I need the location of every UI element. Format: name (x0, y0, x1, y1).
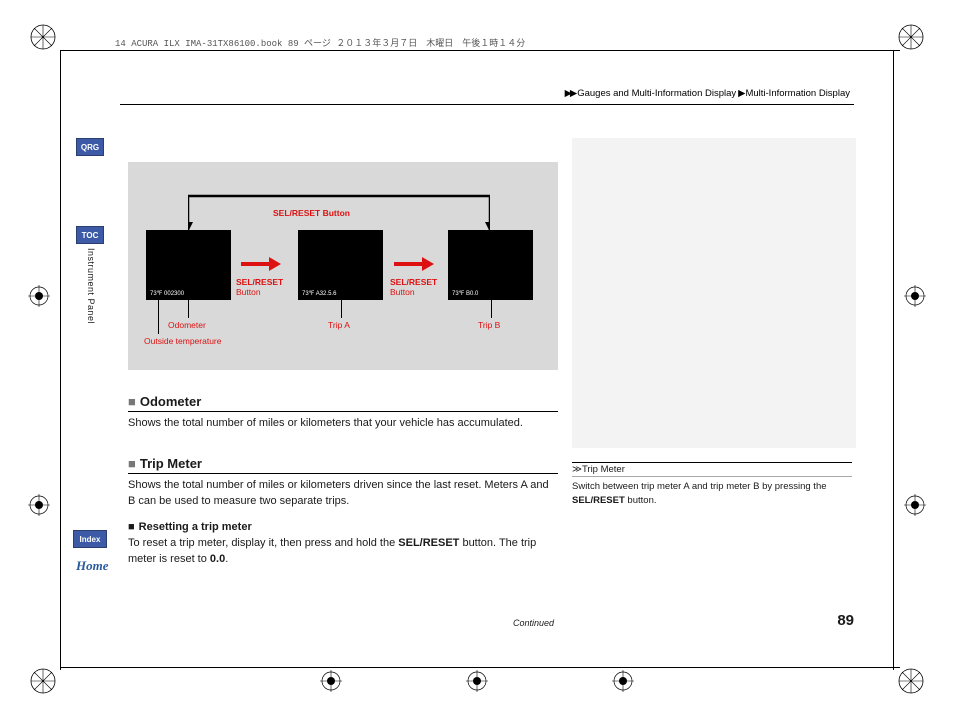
callout-line (188, 300, 189, 318)
section-label-vertical: Instrument Panel (86, 248, 96, 324)
registration-mark (904, 494, 926, 516)
side-column-bg (572, 138, 856, 448)
breadcrumb-arrow-icon: ▶▶ (565, 88, 576, 99)
trip-meter-diagram: SEL/RESET Button 73℉ 002300 73℉ A32.5.6 … (128, 162, 558, 370)
registration-mark (612, 670, 634, 692)
breadcrumb-arrow-icon: ▶ (738, 88, 743, 99)
sel-reset-text: SEL/RESET (236, 277, 283, 287)
sel-reset-bold: SEL/RESET (398, 537, 459, 549)
side-note-heading-text: Trip Meter (582, 464, 625, 475)
book-header: 14 ACURA ILX IMA-31TX86100.book 89 ページ ２… (115, 36, 525, 49)
crop-line (60, 667, 900, 668)
trip-a-label: Trip A (328, 320, 350, 330)
arrow-right-icon (394, 257, 434, 271)
sel-reset-text: SEL/RESET (390, 277, 437, 287)
arrow-right-icon (241, 257, 281, 271)
button-text: Button (390, 287, 415, 297)
home-link-label: Home (76, 558, 109, 573)
heading-text: Odometer (140, 394, 201, 409)
nav-tab-label: TOC (82, 231, 99, 240)
subheading-text: Resetting a trip meter (139, 521, 252, 533)
text-part: To reset a trip meter, display it, then … (128, 537, 398, 549)
crop-line (60, 50, 61, 670)
crop-line (60, 50, 900, 51)
page-number: 89 (837, 612, 854, 629)
continued-label: Continued (513, 618, 554, 628)
text-part: Switch between trip meter A and trip met… (572, 481, 827, 492)
odometer-heading: ■ Odometer (128, 394, 558, 412)
breadcrumb: ▶▶Gauges and Multi-Information Display▶M… (565, 88, 850, 99)
sel-reset-label-2: SEL/RESET Button (390, 277, 437, 297)
text-part: button. (625, 495, 657, 506)
display-trip-a: 73℉ A32.5.6 (298, 230, 383, 300)
nav-tab-toc[interactable]: TOC (76, 226, 104, 244)
registration-mark (466, 670, 488, 692)
nav-tab-label: QRG (81, 143, 99, 152)
side-note-heading: ≫Trip Meter (572, 462, 852, 477)
display-reading: 73℉ A32.5.6 (302, 290, 336, 297)
sel-reset-bold: SEL/RESET (572, 495, 625, 506)
sel-reset-top-label: SEL/RESET Button (273, 208, 350, 218)
header-rule (120, 104, 854, 105)
display-odometer: 73℉ 002300 (146, 230, 231, 300)
callout-line (491, 300, 492, 318)
odometer-label: Odometer (168, 320, 206, 330)
home-link[interactable]: Home (76, 558, 109, 574)
registration-mark (320, 670, 342, 692)
nav-tab-label: Index (80, 535, 101, 544)
breadcrumb-page: Multi-Information Display (745, 88, 850, 99)
square-bullet-icon: ■ (128, 394, 136, 409)
side-note: ≫Trip Meter Switch between trip meter A … (572, 462, 852, 512)
callout-line (158, 300, 159, 334)
zero-bold: 0.0 (210, 553, 225, 565)
crop-mark-br (896, 666, 926, 696)
display-trip-b: 73℉ B0.0 (448, 230, 533, 300)
trip-meter-body: Shows the total number of miles or kilom… (128, 478, 558, 510)
trip-meter-heading: ■ Trip Meter (128, 456, 558, 474)
button-text: Button (236, 287, 261, 297)
outside-temp-label: Outside temperature (144, 336, 221, 346)
crop-mark-tr (896, 22, 926, 52)
registration-mark (28, 494, 50, 516)
registration-mark (904, 285, 926, 307)
side-note-body: Switch between trip meter A and trip met… (572, 477, 852, 512)
crop-line (893, 50, 894, 670)
link-arrow-icon: ≫ (572, 464, 582, 475)
callout-line (341, 300, 342, 318)
display-reading: 73℉ 002300 (150, 290, 184, 297)
heading-text: Trip Meter (140, 456, 202, 471)
crop-mark-tl (28, 22, 58, 52)
nav-tab-qrg[interactable]: QRG (76, 138, 104, 156)
square-bullet-icon: ■ (128, 456, 136, 471)
square-bullet-icon: ■ (128, 521, 135, 533)
display-reading: 73℉ B0.0 (452, 290, 478, 297)
nav-tab-index[interactable]: Index (73, 530, 107, 548)
resetting-body: To reset a trip meter, display it, then … (128, 536, 558, 568)
registration-mark (28, 285, 50, 307)
trip-b-label: Trip B (478, 320, 500, 330)
resetting-heading: ■ Resetting a trip meter (128, 520, 558, 536)
breadcrumb-section: Gauges and Multi-Information Display (577, 88, 736, 99)
text-part: . (225, 553, 228, 565)
sel-reset-label-1: SEL/RESET Button (236, 277, 283, 297)
odometer-body: Shows the total number of miles or kilom… (128, 416, 558, 432)
crop-mark-bl (28, 666, 58, 696)
